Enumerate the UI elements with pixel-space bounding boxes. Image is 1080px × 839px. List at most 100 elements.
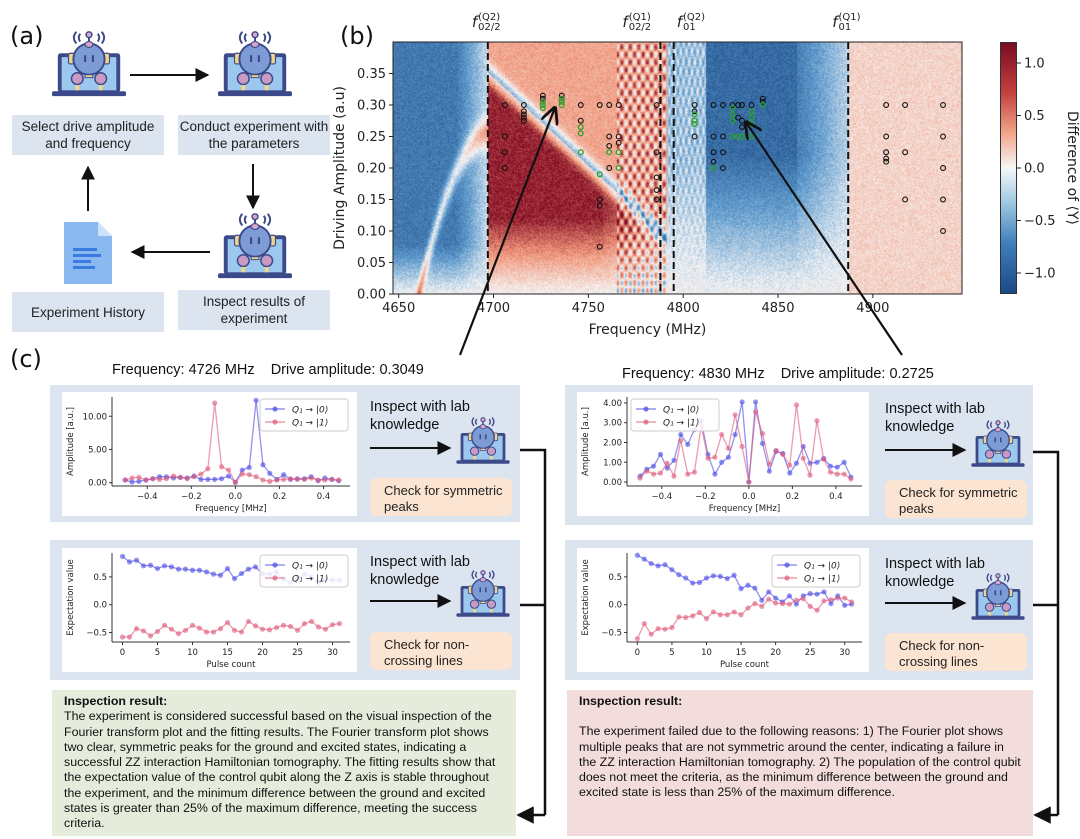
data-point	[232, 479, 239, 485]
resonance-sub: 02/2	[628, 22, 652, 33]
data-point	[238, 570, 245, 577]
data-point	[294, 627, 301, 633]
colorbar-tick-label: 0.5	[1024, 109, 1045, 124]
fft-right-chart-area: −0.4 −0.2 0.0 0.2 0.4 0.00 1.00 2.00 3.00 4.00 Fre…	[577, 392, 869, 516]
right-experiment-title: Frequency: 4830 MHz Drive amplitude: 0.2…	[622, 366, 946, 382]
data-point	[732, 412, 738, 418]
data-point	[800, 455, 806, 461]
data-point	[719, 431, 725, 438]
data-point	[637, 475, 643, 481]
data-point	[690, 613, 696, 619]
chart-legend: Q₁ → |0⟩ Q₁ → |1⟩	[259, 554, 349, 588]
data-point	[786, 593, 793, 599]
data-point	[814, 591, 820, 597]
data-point	[246, 472, 252, 478]
data-point	[203, 629, 210, 635]
data-point	[807, 591, 813, 597]
colorbar-tick-label: −1.0	[1024, 267, 1056, 282]
left-inspection-result: Inspection result: The experiment is con…	[52, 690, 516, 836]
data-point	[664, 460, 670, 466]
data-point	[773, 600, 779, 606]
data-point	[671, 473, 677, 479]
data-point	[126, 559, 133, 565]
check-non-crossing-lines: Check for non-crossing lines	[370, 632, 512, 670]
data-point	[253, 474, 259, 480]
resonance-symbol: f	[622, 13, 628, 31]
data-point	[266, 627, 273, 633]
x-tick-label: 0	[635, 648, 640, 658]
data-point	[690, 580, 696, 586]
x-tick-label: 4700	[477, 301, 510, 316]
data-point	[683, 614, 689, 621]
inspect-label: Inspect with lab knowledge	[885, 556, 985, 590]
data-point	[779, 601, 786, 607]
x-tick-label: 10	[701, 648, 712, 658]
data-point	[641, 621, 647, 627]
data-point	[196, 625, 203, 631]
y-tick-label: 0.00	[357, 288, 386, 303]
data-point	[294, 476, 300, 482]
expect-right-chart-area: 0 5 10 15 20 25 30 −0.5 0.0 0.5 Pulse count Expecta…	[577, 548, 869, 672]
data-point	[191, 474, 197, 480]
data-point	[122, 477, 128, 483]
data-point	[252, 564, 259, 570]
resonance-sup: (Q1)	[838, 12, 861, 23]
data-point	[724, 575, 730, 582]
legend-swatch-marker	[784, 575, 790, 581]
data-point	[119, 553, 126, 559]
data-point	[732, 431, 738, 438]
data-point	[691, 469, 698, 475]
y-tick-label: 0.10	[357, 225, 386, 240]
x-tick-label: 30	[327, 648, 338, 658]
data-point	[308, 475, 314, 481]
data-point	[147, 562, 154, 568]
y-tick-label: 0.0	[93, 601, 107, 611]
data-point	[685, 441, 691, 448]
legend-box	[259, 554, 349, 588]
data-point	[224, 619, 231, 626]
step-inspect-results: Inspect results of experiment	[178, 290, 330, 330]
data-point	[773, 447, 779, 453]
y-tick-label: 0.5	[608, 573, 622, 583]
data-point	[662, 562, 668, 568]
data-point	[184, 476, 190, 482]
legend-swatch-marker	[643, 419, 649, 425]
data-point	[717, 573, 723, 579]
colorbar-label: Difference of ⟨Y⟩	[1064, 111, 1080, 225]
y-axis-label: Amplitude [a.u.]	[581, 407, 591, 476]
data-point	[634, 552, 640, 558]
data-point	[738, 612, 744, 618]
data-point	[119, 634, 126, 640]
x-tick-label: 0.0	[742, 492, 756, 502]
colorbar-tick-label: 0.0	[1024, 162, 1045, 177]
data-point	[780, 451, 786, 457]
data-point	[800, 596, 806, 602]
bracket-connector	[520, 448, 547, 815]
document-icon	[64, 222, 112, 284]
series-line	[636, 597, 852, 639]
data-point	[787, 462, 793, 468]
data-point	[170, 473, 177, 479]
resonance-sub: 02/2	[478, 22, 501, 33]
data-point	[814, 418, 820, 424]
data-point	[210, 629, 217, 635]
expect-left-chart: 0 5 10 15 20 25 30 −0.5 0.0 0.5 Pulse count Expecta…	[66, 553, 350, 670]
resonance-label: f (Q1) 02/2	[622, 13, 651, 33]
data-point	[648, 560, 654, 567]
data-point	[835, 595, 841, 601]
y-tick-label: 0.0	[608, 601, 622, 611]
x-axis-label: Pulse count	[720, 660, 770, 670]
data-point	[281, 472, 287, 478]
data-point	[136, 478, 142, 484]
data-point	[212, 400, 218, 406]
data-point	[842, 595, 848, 601]
data-point	[678, 431, 684, 438]
data-point	[703, 616, 710, 622]
x-tick-label: 0.2	[273, 492, 287, 502]
data-point	[143, 477, 149, 483]
y-tick-label: 0.00	[603, 478, 622, 488]
check-symmetric-peaks: Check for symmetric peaks	[885, 480, 1027, 518]
data-point	[252, 623, 259, 629]
data-point	[821, 456, 827, 462]
data-point	[717, 612, 723, 618]
